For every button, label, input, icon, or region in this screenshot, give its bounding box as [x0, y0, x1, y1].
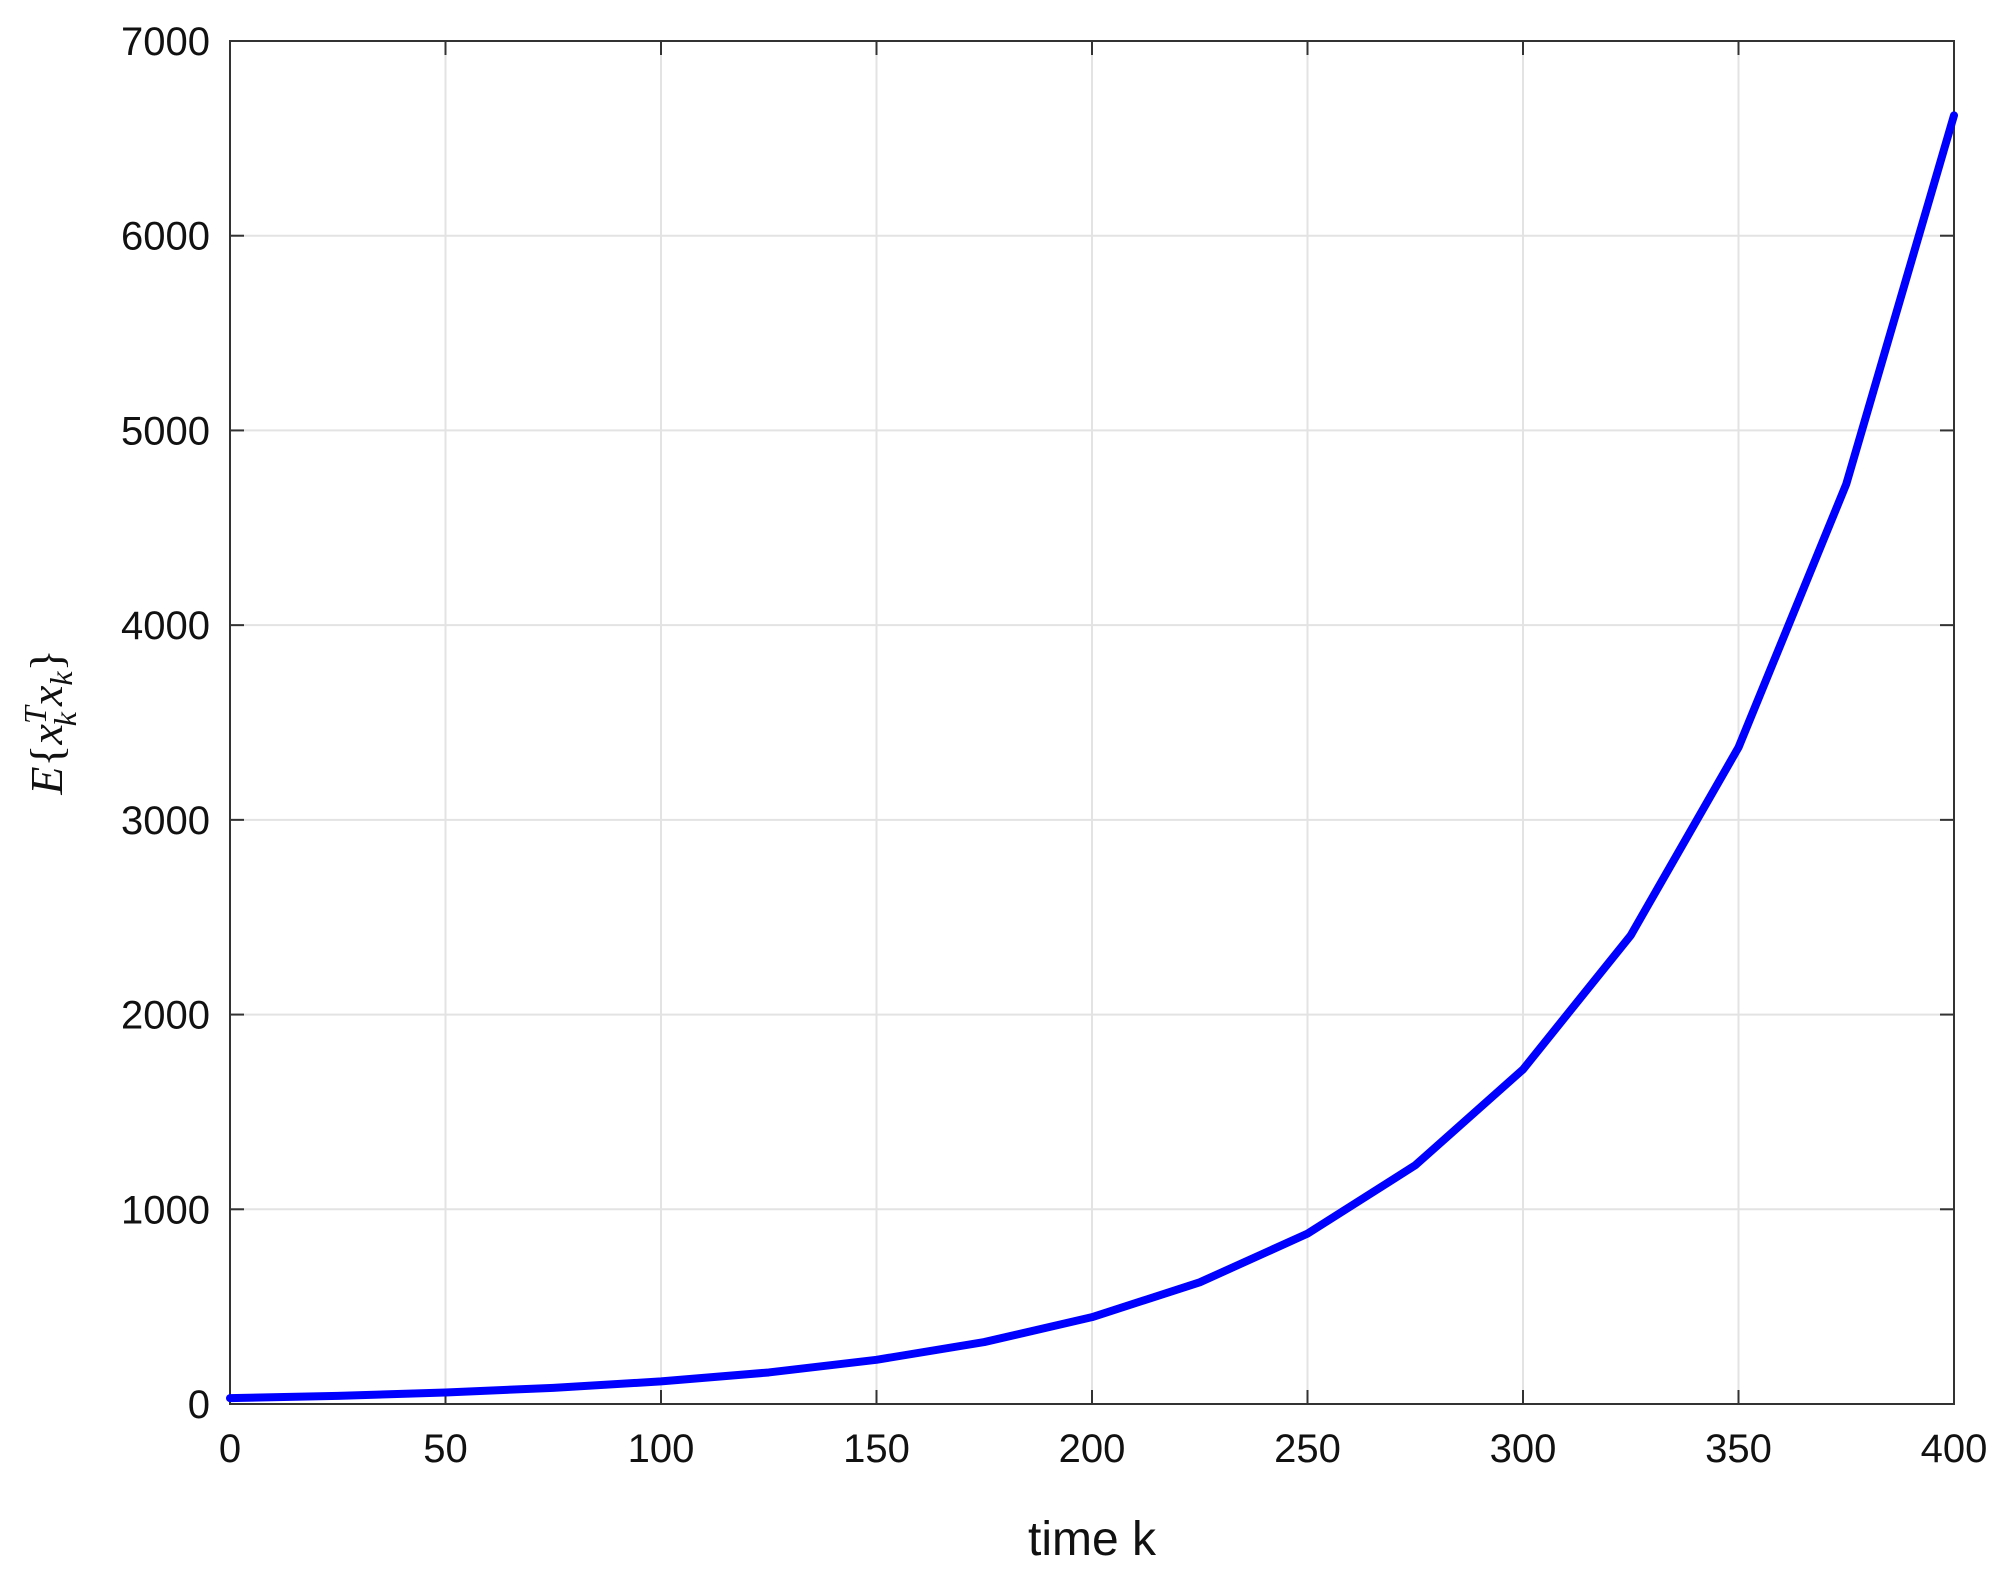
y-tick-label: 2000	[121, 994, 210, 1038]
y-label-part: x	[21, 723, 72, 745]
y-tick-label: 7000	[121, 20, 210, 64]
y-tick-label: 3000	[121, 799, 210, 843]
x-tick-label: 150	[843, 1427, 910, 1471]
y-tick-label: 5000	[121, 409, 210, 453]
x-tick-label: 350	[1705, 1427, 1772, 1471]
y-label-part: }	[21, 649, 72, 671]
x-tick-label: 400	[1921, 1427, 1988, 1471]
y-axis-label: E{xTkxk}	[17, 649, 83, 795]
data-line	[226, 111, 1958, 1403]
axes-box	[229, 40, 1955, 1405]
y-tick-label: 6000	[121, 215, 210, 259]
x-tick-label: 100	[628, 1427, 695, 1471]
x-tick-label: 200	[1059, 1427, 1126, 1471]
y-label-part: k	[43, 671, 79, 686]
x-tick-label: 0	[219, 1427, 241, 1471]
x-axis-label: time k	[1028, 1513, 1157, 1566]
y-label-part: k	[47, 711, 83, 726]
y-label-part: x	[21, 685, 72, 707]
x-tick-label: 50	[423, 1427, 468, 1471]
y-label-part: {	[21, 744, 72, 766]
x-tick-label: 300	[1490, 1427, 1557, 1471]
y-label-part: E	[21, 767, 72, 796]
y-label-part: T	[17, 704, 53, 724]
y-tick-label: 1000	[121, 1188, 210, 1232]
y-tick-label: 4000	[121, 604, 210, 648]
x-tick-label: 250	[1274, 1427, 1341, 1471]
y-tick-label: 0	[188, 1383, 210, 1427]
